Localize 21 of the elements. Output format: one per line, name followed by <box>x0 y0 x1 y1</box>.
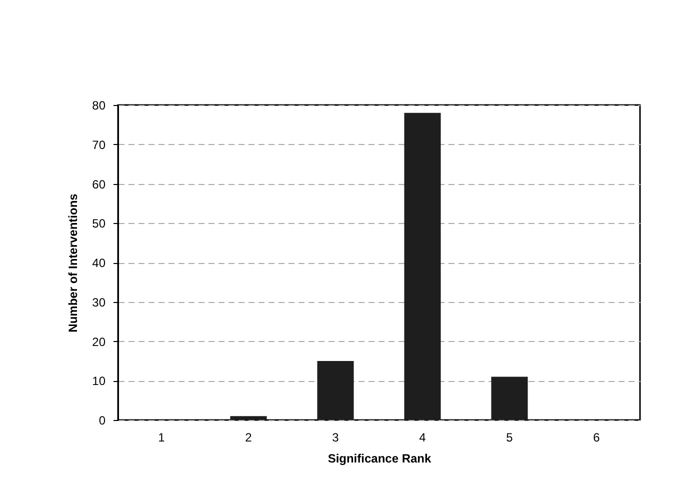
y-axis-title: Number of Interventions <box>66 193 80 332</box>
y-tick-label: 70 <box>92 138 106 152</box>
y-tick-label: 10 <box>92 374 106 388</box>
x-axis-title: Significance Rank <box>328 452 432 466</box>
bar <box>491 376 528 420</box>
y-tick-label: 0 <box>98 414 106 428</box>
bar <box>404 112 441 420</box>
x-tick-label: 2 <box>245 430 252 444</box>
y-tick-label: 50 <box>92 216 106 231</box>
bar <box>317 360 354 420</box>
y-tick-label: 80 <box>92 98 106 112</box>
y-tick-label: 30 <box>92 295 106 310</box>
y-tick-label: 60 <box>92 177 106 192</box>
x-tick-label: 5 <box>506 430 514 444</box>
x-tick-label: 3 <box>332 430 340 444</box>
x-tick-label: 1 <box>158 430 166 444</box>
bar <box>230 416 267 420</box>
y-tick-label: 20 <box>92 334 106 349</box>
x-tick-label: 4 <box>419 430 426 444</box>
x-tick-label: 6 <box>593 430 600 444</box>
y-tick-label: 40 <box>92 256 106 270</box>
